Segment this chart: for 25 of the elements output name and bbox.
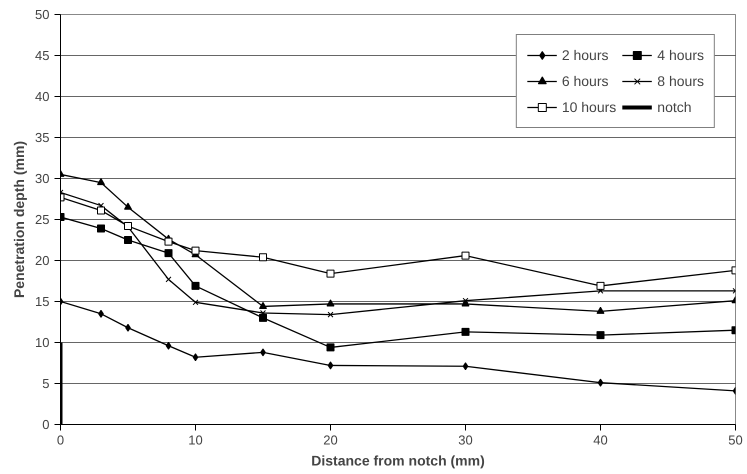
y-tick-label: 10 xyxy=(35,335,50,350)
x-tick-label: 10 xyxy=(188,432,203,448)
x-tick-label: 20 xyxy=(323,432,338,448)
y-tick-label: 5 xyxy=(42,376,50,391)
legend-label: notch xyxy=(657,99,692,115)
y-tick-label: 40 xyxy=(35,89,50,104)
legend-label: 6 hours xyxy=(562,73,609,89)
x-tick-label: 30 xyxy=(458,432,473,448)
legend-label: 4 hours xyxy=(657,47,704,63)
y-tick-label: 30 xyxy=(35,171,50,186)
y-tick-label: 45 xyxy=(35,48,50,63)
x-axis-title: Distance from notch (mm) xyxy=(311,452,485,468)
y-tick-label: 50 xyxy=(35,7,50,22)
y-tick-label: 20 xyxy=(35,253,50,268)
legend-label: 8 hours xyxy=(657,73,704,89)
y-tick-label: 0 xyxy=(42,417,50,432)
x-tick-label: 50 xyxy=(728,432,743,448)
legend-label: 2 hours xyxy=(562,47,609,63)
x-tick-label: 40 xyxy=(593,432,608,448)
y-tick-label: 35 xyxy=(35,130,50,145)
x-tick-label: 0 xyxy=(56,432,64,448)
y-axis-title: Penetration depth (mm) xyxy=(11,140,28,298)
legend-label: 10 hours xyxy=(562,99,616,115)
y-tick-label: 15 xyxy=(35,294,50,309)
y-tick-label: 25 xyxy=(35,212,50,227)
